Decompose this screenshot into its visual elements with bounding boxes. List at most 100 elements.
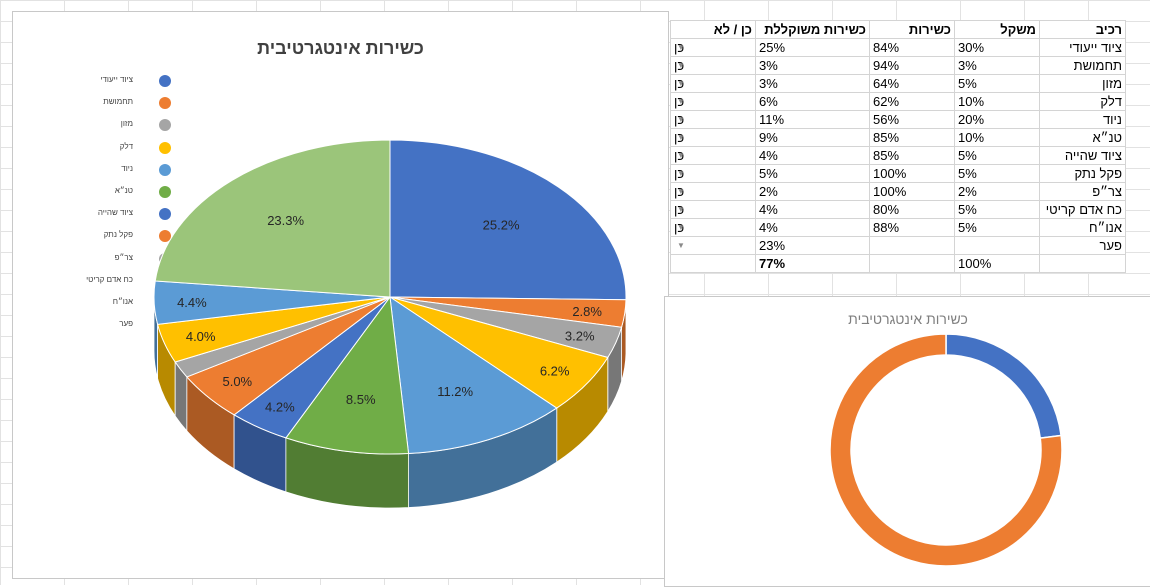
yes-no-dropdown[interactable]: כן▼ [671,165,756,183]
dropdown-arrow-icon[interactable]: ▼ [677,165,685,182]
yes-no-dropdown[interactable]: כן▼ [671,57,756,75]
gap-value-cell: 23% [756,237,870,255]
pie-data-label: 4.4% [177,295,207,310]
total-row: 100%77% [671,255,1126,273]
weight-cell: 2% [955,183,1040,201]
weighted-readiness-cell: 4% [756,147,870,165]
empty-cell [1040,255,1126,273]
component-cell: אנו״ח [1040,219,1126,237]
yes-no-dropdown[interactable]: כן▼ [671,201,756,219]
component-cell: תחמושת [1040,57,1126,75]
weight-cell: 5% [955,201,1040,219]
dropdown-arrow-icon[interactable]: ▼ [677,237,685,254]
dropdown-arrow-icon[interactable]: ▼ [677,75,685,92]
table-header-row: רכיב משקל כשירות כשירות משוקללת כן / לא [671,21,1126,39]
pie-data-label: 4.0% [186,329,216,344]
header-yes-no: כן / לא [671,21,756,39]
gap-dropdown[interactable]: ▼ [671,237,756,255]
weight-cell: 3% [955,57,1040,75]
yes-no-dropdown[interactable]: כן▼ [671,39,756,57]
yes-no-dropdown[interactable]: כן▼ [671,75,756,93]
yes-no-dropdown[interactable]: כן▼ [671,111,756,129]
header-component: רכיב [1040,21,1126,39]
component-cell: מזון [1040,75,1126,93]
component-cell: ניוד [1040,111,1126,129]
dropdown-arrow-icon[interactable]: ▼ [677,147,685,164]
readiness-cell: 100% [870,165,955,183]
pie-data-label: 2.8% [572,304,602,319]
dropdown-arrow-icon[interactable]: ▼ [677,183,685,200]
readiness-cell: 56% [870,111,955,129]
yes-no-dropdown[interactable]: כן▼ [671,147,756,165]
weighted-readiness-cell: 3% [756,75,870,93]
weighted-readiness-cell: 5% [756,165,870,183]
dropdown-arrow-icon[interactable]: ▼ [677,201,685,218]
component-cell: דלק [1040,93,1126,111]
yes-no-dropdown[interactable]: כן▼ [671,93,756,111]
donut-chart-panel[interactable]: כשירות אינטגרטיבית [664,296,1150,587]
component-cell: ציוד ייעודי [1040,39,1126,57]
donut-chart-svg [665,297,1150,586]
readiness-cell: 80% [870,201,955,219]
weight-cell: 10% [955,129,1040,147]
pie-data-label: 25.2% [483,217,520,232]
empty-cell [955,237,1040,255]
yes-no-dropdown[interactable]: כן▼ [671,129,756,147]
weighted-readiness-cell: 11% [756,111,870,129]
weight-cell: 5% [955,219,1040,237]
component-cell: צר״פ [1040,183,1126,201]
yes-no-dropdown[interactable]: כן▼ [671,183,756,201]
pie-data-label: 5.0% [222,374,252,389]
component-cell: כח אדם קריטי [1040,201,1126,219]
dropdown-arrow-icon[interactable]: ▼ [677,111,685,128]
pie-top [154,140,626,454]
weighted-readiness-cell: 6% [756,93,870,111]
data-table: רכיב משקל כשירות כשירות משוקללת כן / לא … [670,20,1126,273]
dropdown-arrow-icon[interactable]: ▼ [677,219,685,236]
empty-cell [671,255,756,273]
component-cell: פקל נתק [1040,165,1126,183]
readiness-cell: 64% [870,75,955,93]
weighted-readiness-cell: 3% [756,57,870,75]
weighted-readiness-cell: 4% [756,219,870,237]
weight-cell: 20% [955,111,1040,129]
readiness-cell: 62% [870,93,955,111]
readiness-cell: 88% [870,219,955,237]
dropdown-arrow-icon[interactable]: ▼ [677,93,685,110]
empty-cell [870,255,955,273]
weighted-readiness-cell: 4% [756,201,870,219]
dropdown-arrow-icon[interactable]: ▼ [677,129,685,146]
header-readiness: כשירות [870,21,955,39]
dropdown-arrow-icon[interactable]: ▼ [677,39,685,56]
weight-cell: 5% [955,75,1040,93]
pie-chart-svg: 25.2%2.8%3.2%6.2%11.2%8.5%4.2%5.0%4.0%4.… [13,12,668,578]
dropdown-arrow-icon[interactable]: ▼ [677,57,685,74]
pie-data-label: 11.2% [437,384,473,399]
readiness-cell: 84% [870,39,955,57]
yes-no-dropdown[interactable]: כן▼ [671,219,756,237]
weight-cell: 5% [955,147,1040,165]
gap-label-cell: פער [1040,237,1126,255]
component-cell: ציוד שהייה [1040,147,1126,165]
readiness-cell: 85% [870,129,955,147]
readiness-cell: 85% [870,147,955,165]
readiness-cell: 100% [870,183,955,201]
weighted-readiness-cell: 9% [756,129,870,147]
pie-data-label: 6.2% [540,363,570,378]
weight-cell: 10% [955,93,1040,111]
donut-segment[interactable] [946,334,1061,438]
header-weighted-readiness: כשירות משוקללת [756,21,870,39]
pie-data-label: 3.2% [565,328,595,343]
